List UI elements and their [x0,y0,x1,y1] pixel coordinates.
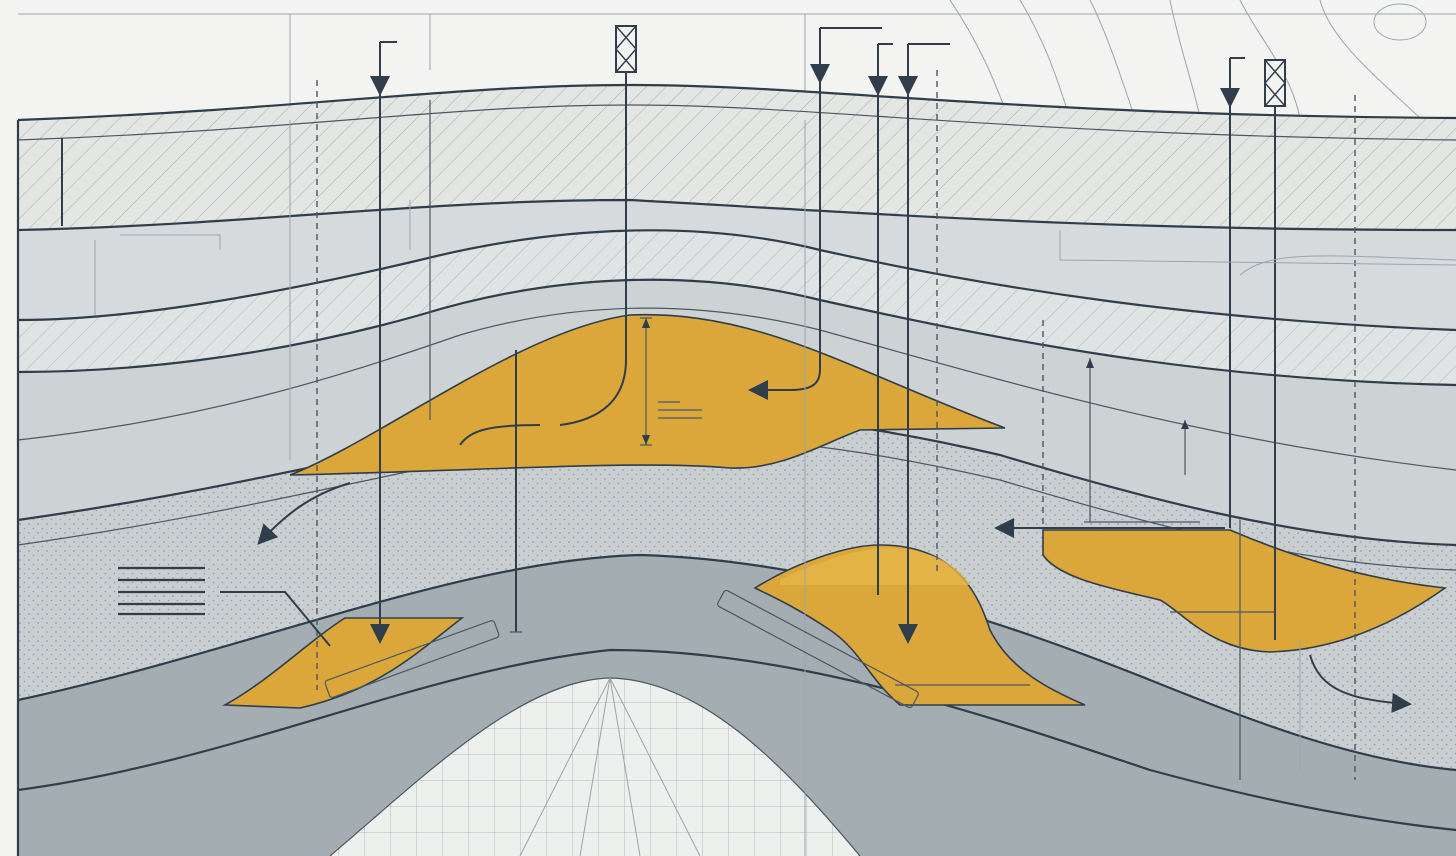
layer-light-grey [18,200,1456,330]
arrow-icon [220,424,1412,713]
wellhead-icon [615,25,637,73]
survey-lines [94,100,1456,856]
wellhead-icon [1264,59,1286,107]
background-contours [18,0,1456,121]
text-lines-icon [658,401,702,419]
text-lines-icon [118,566,205,616]
measurement-markers [510,317,1200,633]
reservoir-main-anticline [289,313,1006,476]
reservoir-right-lens [1042,529,1448,653]
well-paths [61,27,1276,644]
dashed-reference-lines [316,70,1356,780]
reservoir-center-top [780,548,970,585]
reservoir-left-lens [222,617,465,709]
basement-radial-lines [519,677,701,856]
strata-markers [324,589,919,709]
